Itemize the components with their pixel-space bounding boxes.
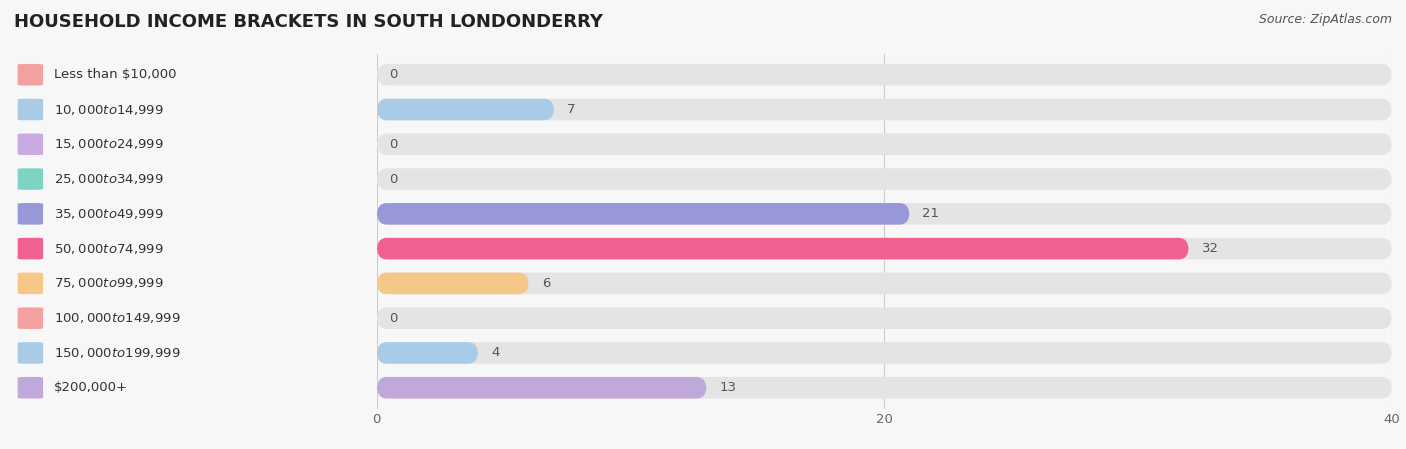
FancyBboxPatch shape [377, 133, 1392, 155]
FancyBboxPatch shape [377, 99, 554, 120]
FancyBboxPatch shape [377, 238, 1392, 260]
FancyBboxPatch shape [18, 133, 44, 155]
FancyBboxPatch shape [377, 273, 529, 294]
Text: $150,000 to $199,999: $150,000 to $199,999 [53, 346, 180, 360]
Text: $50,000 to $74,999: $50,000 to $74,999 [53, 242, 163, 255]
FancyBboxPatch shape [18, 64, 44, 85]
Text: 0: 0 [389, 68, 398, 81]
Text: 6: 6 [541, 277, 550, 290]
Text: 4: 4 [491, 347, 499, 360]
Text: 7: 7 [567, 103, 575, 116]
FancyBboxPatch shape [18, 99, 44, 120]
FancyBboxPatch shape [18, 168, 44, 190]
Text: $100,000 to $149,999: $100,000 to $149,999 [53, 311, 180, 325]
FancyBboxPatch shape [18, 273, 44, 294]
FancyBboxPatch shape [18, 342, 44, 364]
FancyBboxPatch shape [377, 273, 1392, 294]
FancyBboxPatch shape [377, 64, 1392, 85]
FancyBboxPatch shape [377, 99, 1392, 120]
Text: $15,000 to $24,999: $15,000 to $24,999 [53, 137, 163, 151]
Text: 0: 0 [389, 312, 398, 325]
Text: 21: 21 [922, 207, 939, 220]
FancyBboxPatch shape [377, 377, 1392, 399]
FancyBboxPatch shape [377, 308, 1392, 329]
FancyBboxPatch shape [377, 342, 1392, 364]
FancyBboxPatch shape [377, 238, 1189, 260]
FancyBboxPatch shape [377, 377, 707, 399]
FancyBboxPatch shape [18, 203, 44, 224]
Text: $35,000 to $49,999: $35,000 to $49,999 [53, 207, 163, 221]
Text: 0: 0 [389, 172, 398, 185]
FancyBboxPatch shape [18, 377, 44, 399]
FancyBboxPatch shape [18, 308, 44, 329]
Text: $25,000 to $34,999: $25,000 to $34,999 [53, 172, 163, 186]
Text: 32: 32 [1202, 242, 1219, 255]
Text: $10,000 to $14,999: $10,000 to $14,999 [53, 102, 163, 117]
Text: $200,000+: $200,000+ [53, 381, 128, 394]
FancyBboxPatch shape [18, 238, 44, 260]
FancyBboxPatch shape [377, 203, 1392, 224]
Text: HOUSEHOLD INCOME BRACKETS IN SOUTH LONDONDERRY: HOUSEHOLD INCOME BRACKETS IN SOUTH LONDO… [14, 13, 603, 31]
Text: 13: 13 [720, 381, 737, 394]
FancyBboxPatch shape [377, 342, 478, 364]
Text: $75,000 to $99,999: $75,000 to $99,999 [53, 277, 163, 291]
Text: Source: ZipAtlas.com: Source: ZipAtlas.com [1258, 13, 1392, 26]
FancyBboxPatch shape [377, 168, 1392, 190]
Text: Less than $10,000: Less than $10,000 [53, 68, 176, 81]
FancyBboxPatch shape [377, 203, 910, 224]
Text: 0: 0 [389, 138, 398, 151]
